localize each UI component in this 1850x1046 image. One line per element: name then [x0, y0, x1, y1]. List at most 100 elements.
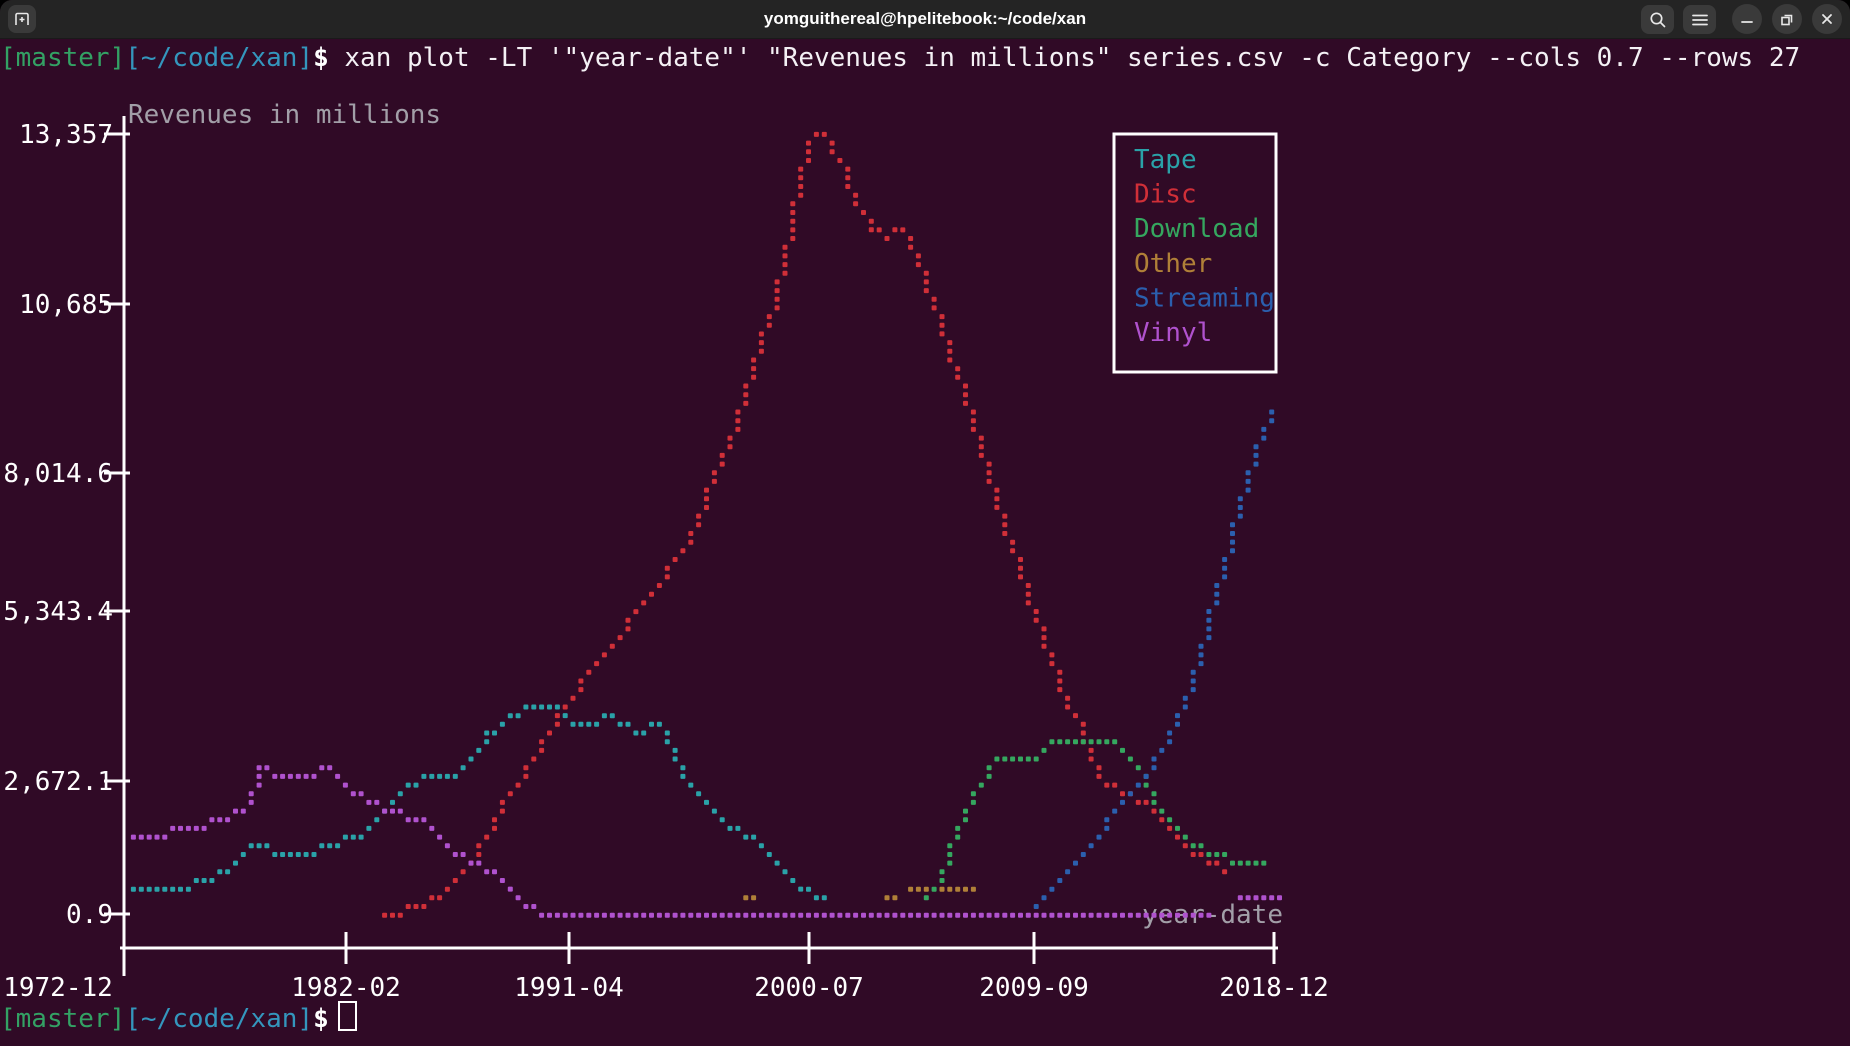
- plot-dot: [1143, 799, 1149, 805]
- plot-dot: [272, 852, 278, 857]
- new-tab-button[interactable]: [8, 5, 36, 33]
- x-tick-mark: [1032, 932, 1036, 964]
- plot-dot: [1159, 747, 1165, 753]
- plot-dot: [578, 678, 584, 684]
- plot-dot: [1222, 565, 1228, 571]
- plot-dot: [358, 791, 364, 797]
- plot-dot: [1206, 626, 1212, 632]
- plot-dot: [1182, 695, 1188, 701]
- plot-dot: [562, 713, 568, 719]
- plot-dot: [1230, 522, 1235, 528]
- plot-dot: [1104, 782, 1110, 788]
- plot-dot: [1025, 912, 1031, 918]
- plot-dot: [727, 825, 733, 831]
- plot-dot: [1159, 817, 1165, 823]
- plot-dot: [798, 192, 804, 198]
- maximize-button[interactable]: [1772, 4, 1802, 34]
- plot-dot: [1253, 461, 1259, 467]
- search-button[interactable]: [1641, 5, 1674, 34]
- prompt-symbol: $: [313, 1004, 329, 1034]
- plot-dot: [782, 262, 788, 268]
- plot-dot: [688, 539, 694, 545]
- terminal-cursor[interactable]: [337, 1001, 357, 1031]
- plot-dot: [915, 253, 921, 259]
- plot-dot: [923, 895, 929, 901]
- legend-item-tape: Tape: [1134, 145, 1197, 175]
- plot-dot: [680, 912, 686, 918]
- plot-dot: [130, 886, 136, 892]
- plot-dot: [1088, 747, 1094, 753]
- x-tick-mark: [122, 932, 126, 964]
- plot-dot: [1041, 895, 1047, 901]
- plot-dot: [955, 834, 961, 840]
- plot-dot: [468, 756, 474, 762]
- plot-dot: [704, 487, 709, 493]
- plot-dot: [806, 158, 811, 163]
- menu-button[interactable]: [1683, 5, 1716, 34]
- plot-dot: [900, 227, 906, 233]
- terminal-screen[interactable]: [master][~/code/xan]$ xan plot -LT '"yea…: [0, 39, 1850, 1046]
- plot-dot: [397, 791, 403, 797]
- plot-dot: [287, 773, 293, 779]
- minimize-button[interactable]: [1732, 4, 1762, 34]
- plot-dot: [1159, 808, 1165, 814]
- plot-dot: [735, 418, 741, 424]
- plot-dot: [664, 730, 670, 736]
- plot-dot: [1112, 782, 1118, 788]
- plot-dot: [452, 878, 458, 883]
- plot-dot: [1253, 895, 1259, 901]
- plot-dot: [1182, 834, 1188, 840]
- plot-dot: [994, 504, 1000, 510]
- plot-dot: [970, 409, 976, 415]
- plot-dot: [170, 886, 176, 892]
- plot-dot: [711, 808, 717, 814]
- plot-dot: [303, 773, 309, 779]
- plot-dot: [947, 340, 953, 346]
- plot-dot: [986, 773, 992, 779]
- plot-dot: [342, 834, 348, 840]
- plot-dot: [162, 834, 168, 840]
- plot-dot: [821, 912, 827, 918]
- plot-dot: [837, 912, 843, 918]
- plot-dot: [264, 765, 270, 771]
- close-button[interactable]: [1812, 4, 1842, 34]
- plot-dot: [719, 912, 725, 918]
- x-tick-mark: [807, 932, 811, 964]
- plot-dot: [327, 765, 333, 771]
- plot-dot: [146, 834, 152, 840]
- plot-dot: [1222, 557, 1228, 562]
- plot-dot: [806, 140, 811, 146]
- x-tick-label: 2018-12: [1219, 973, 1329, 1003]
- plot-dot: [751, 374, 757, 380]
- plot-dot: [468, 860, 474, 866]
- plot-dot: [955, 366, 961, 372]
- plot-dot: [1049, 652, 1055, 658]
- plot-dot: [562, 912, 568, 918]
- plot-dot: [562, 704, 568, 710]
- plot-dot: [209, 878, 215, 883]
- plot-dot: [170, 825, 176, 831]
- plot-dot: [790, 236, 796, 241]
- plot-dot: [138, 834, 144, 840]
- plot-dot: [782, 912, 788, 918]
- plot-dot: [374, 799, 380, 805]
- plot-dot: [774, 912, 780, 918]
- plot-dot: [1135, 799, 1141, 805]
- plot-dot: [798, 166, 804, 172]
- plot-dot: [915, 262, 921, 268]
- plot-dot: [248, 799, 254, 805]
- plot-dot: [735, 825, 741, 831]
- plot-dot: [947, 886, 953, 892]
- plot-dot: [1002, 531, 1008, 536]
- plot-dot: [390, 808, 395, 814]
- plot-dot: [1033, 617, 1039, 623]
- plot-dot: [162, 886, 168, 892]
- plot-dot: [861, 210, 866, 215]
- series-vinyl: [130, 765, 1282, 918]
- plot-dot: [1190, 912, 1196, 918]
- prompt-git-branch: [master]: [0, 43, 126, 73]
- x-tick-mark: [1272, 932, 1276, 964]
- plot-dot: [727, 444, 733, 450]
- plot-dot: [766, 314, 772, 320]
- plot-dot: [1018, 912, 1023, 918]
